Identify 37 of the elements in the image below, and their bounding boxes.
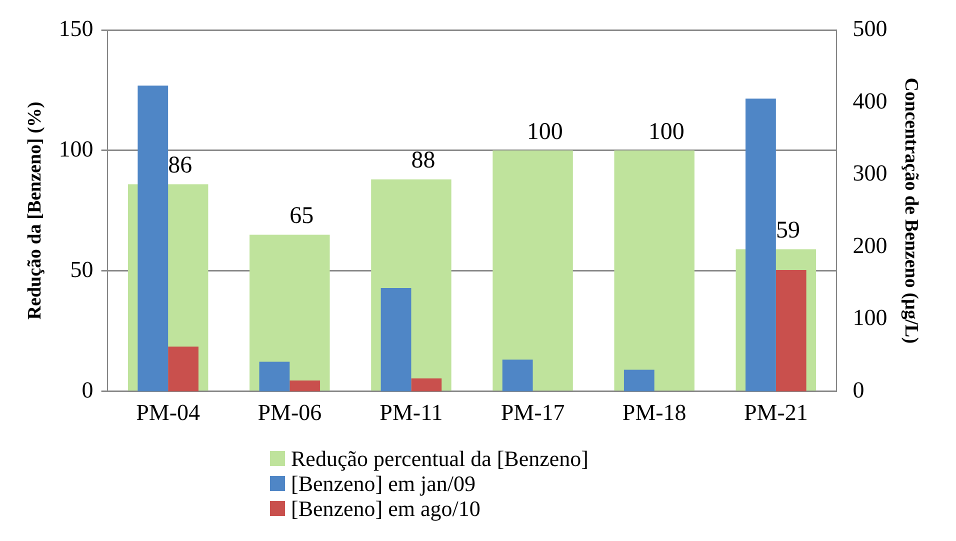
- y2-axis-title: Concentração de Benzeno (µg/L): [900, 78, 922, 344]
- y2-tick-label: 300: [852, 160, 888, 186]
- data-label: 65: [290, 203, 314, 230]
- bar: [411, 378, 442, 392]
- y-tick-label: 0: [82, 377, 94, 402]
- x-tick-label: PM-17: [500, 400, 565, 426]
- data-label: 86: [168, 152, 192, 178]
- y-axis-title: Redução da [Benzeno] (%): [24, 102, 46, 320]
- data-label: 59: [776, 218, 800, 244]
- y-tick-label: 50: [70, 256, 94, 282]
- x-tick-label: PM-11: [380, 400, 443, 426]
- bar: [380, 288, 412, 392]
- bar: [290, 380, 320, 392]
- bar: [250, 234, 330, 391]
- bar: [168, 346, 198, 392]
- data-label: 100: [648, 118, 684, 145]
- y2-tick-label: 500: [852, 16, 888, 42]
- y-tick-label: 150: [58, 16, 94, 42]
- legend-label: [Benzeno] em jan/09: [291, 471, 476, 496]
- x-tick-label: PM-21: [744, 400, 808, 426]
- bar: [492, 150, 573, 391]
- bar: [614, 150, 694, 391]
- data-label: 100: [526, 118, 563, 145]
- x-tick-label: PM-04: [136, 400, 201, 426]
- x-tick-label: PM-06: [258, 400, 322, 426]
- y-tick-label: 100: [58, 136, 94, 162]
- legend-label: [Benzeno] em ago/10: [291, 496, 480, 521]
- y2-tick-label: 200: [852, 232, 888, 258]
- y2-tick-label: 400: [852, 88, 888, 114]
- x-tick-label: PM-18: [622, 400, 686, 426]
- bar: [259, 362, 290, 392]
- y2-tick-label: 0: [852, 377, 864, 402]
- data-label: 88: [411, 148, 436, 174]
- legend-label: Redução percentual da [Benzeno]: [291, 446, 588, 471]
- bar: [502, 360, 533, 392]
- bar: [624, 370, 654, 392]
- y2-tick-label: 100: [852, 305, 888, 330]
